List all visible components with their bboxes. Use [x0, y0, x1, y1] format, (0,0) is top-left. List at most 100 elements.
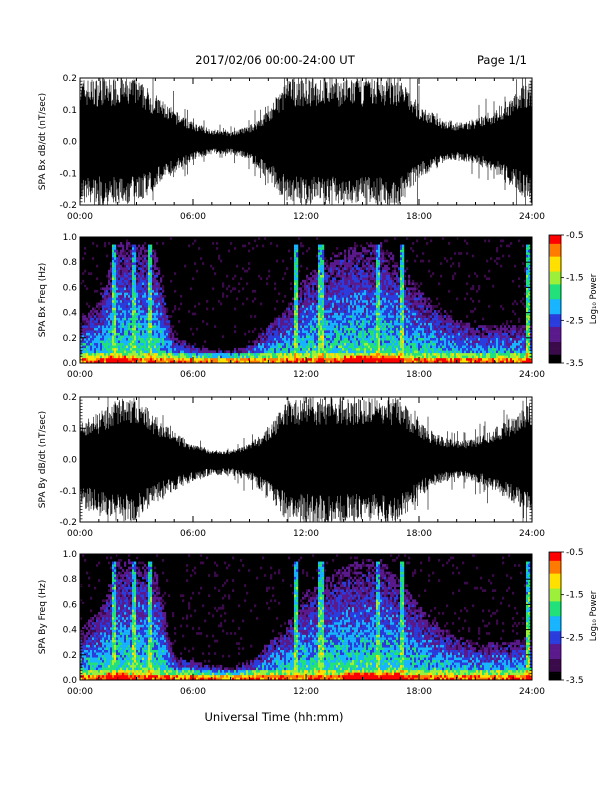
- spectrogram-cell: [82, 312, 85, 316]
- spectrogram-cell: [166, 325, 169, 328]
- spectrogram-cell: [112, 350, 115, 354]
- spectrogram-cell: [392, 254, 395, 258]
- spectrogram-cell: [356, 355, 359, 359]
- spectrogram-cell: [260, 342, 263, 346]
- spectrogram-cell: [356, 274, 359, 278]
- spectrogram-cell: [402, 294, 405, 298]
- spectrogram-cell: [354, 332, 357, 336]
- spectrogram-cell: [376, 259, 379, 263]
- spectrogram-cell: [356, 302, 359, 306]
- spectrogram-cell: [116, 264, 119, 268]
- spectrogram-cell: [320, 340, 323, 344]
- spectrogram-cell: [394, 269, 397, 273]
- spectrogram-cell: [172, 355, 175, 359]
- spectrogram-cell: [114, 347, 117, 351]
- spectrogram-cell: [118, 287, 121, 291]
- spectrogram-cell: [120, 337, 123, 341]
- spectrogram-cell: [86, 360, 89, 364]
- spectrogram-cell: [120, 315, 123, 318]
- spectrogram-cell: [404, 352, 407, 356]
- spectrogram-cell: [334, 325, 337, 328]
- spectrogram-cell: [144, 267, 147, 270]
- spectrogram-cell: [140, 300, 143, 303]
- spectrogram-cell: [214, 350, 217, 354]
- spectrogram-cell: [404, 315, 407, 318]
- spectrogram-cell: [316, 337, 319, 341]
- spectrogram-cell: [236, 297, 239, 301]
- spectrogram-cell: [346, 264, 349, 268]
- spectrogram-cell: [130, 347, 133, 351]
- spectrogram-cell: [134, 249, 137, 253]
- spectrogram-cell: [388, 267, 391, 270]
- spectrogram-cell: [128, 300, 131, 303]
- spectrogram-cell: [304, 302, 307, 306]
- spectrogram-cell: [312, 289, 315, 293]
- spectrogram-cell: [374, 305, 377, 308]
- spectrogram-cell: [154, 257, 157, 260]
- spectrogram-cell: [308, 320, 311, 323]
- spectrogram-cell: [90, 320, 93, 323]
- spectrogram-cell: [366, 249, 369, 253]
- spectrogram-cell: [310, 312, 313, 316]
- spectrogram-cell: [202, 355, 205, 359]
- spectrogram-cell: [128, 310, 131, 313]
- spectrogram-cell: [138, 315, 141, 318]
- spectrogram-cell: [124, 264, 127, 268]
- spectrogram-cell: [200, 355, 203, 359]
- spectrogram-cell: [94, 332, 97, 336]
- spectrogram-cell: [112, 360, 115, 364]
- spectrogram-cell: [356, 294, 359, 298]
- spectrogram-cell: [230, 242, 233, 245]
- spectrogram-cell: [270, 337, 273, 341]
- spectrogram-cell: [164, 325, 167, 328]
- spectrogram-cell: [200, 257, 203, 260]
- spectrogram-cell: [374, 297, 377, 301]
- spectrogram-cell: [364, 300, 367, 303]
- spectrogram-cell: [334, 315, 337, 318]
- spectrogram-cell: [394, 284, 397, 288]
- spectrogram-cell: [292, 315, 295, 318]
- spectrogram-cell: [412, 337, 415, 341]
- spectrogram-cell: [350, 355, 353, 359]
- spectrogram-cell: [182, 355, 185, 359]
- spectrogram-cell: [158, 350, 161, 354]
- spectrogram-cell: [410, 292, 413, 296]
- spectrogram-cell: [108, 350, 111, 354]
- spectrogram-cell: [146, 322, 149, 326]
- spectrogram-cell: [84, 269, 87, 273]
- spectrogram-cell: [114, 287, 117, 291]
- spectrogram-cell: [220, 352, 223, 356]
- spectrogram-cell: [308, 284, 311, 288]
- spectrogram-cell: [312, 317, 315, 321]
- spectrogram-cell: [286, 347, 289, 351]
- spectrogram-cell: [196, 347, 199, 351]
- spectrogram-cell: [312, 340, 315, 344]
- spectrogram-cell: [352, 337, 355, 341]
- spectrogram-cell: [398, 350, 401, 354]
- spectrogram-cell: [380, 287, 383, 291]
- spectrogram-cell: [182, 357, 185, 361]
- spectrogram-cell: [104, 244, 107, 248]
- spectrogram-cell: [350, 257, 353, 260]
- spectrogram-cell: [156, 302, 159, 306]
- spectrogram-cell: [354, 315, 357, 318]
- spectrogram-cell: [142, 284, 145, 288]
- spectrogram-cell: [288, 325, 291, 328]
- spectrogram-cell: [316, 294, 319, 298]
- spectrogram-cell: [390, 279, 393, 283]
- spectrogram-cell: [412, 357, 415, 361]
- spectrogram-cell: [302, 315, 305, 318]
- spectrogram-cell: [140, 252, 143, 255]
- spectrogram-cell: [292, 357, 295, 361]
- spectrogram-cell: [402, 337, 405, 341]
- spectrogram-cell: [394, 302, 397, 306]
- spectrogram-cell: [140, 352, 143, 356]
- spectrogram-cell: [132, 325, 135, 328]
- spectrogram-cell: [276, 259, 279, 263]
- spectrogram-cell: [126, 352, 129, 356]
- spectrogram-cell: [128, 360, 131, 364]
- spectrogram-cell: [324, 272, 327, 275]
- spectrogram-cell: [370, 242, 373, 245]
- spectrogram-cell: [106, 342, 109, 346]
- spectrogram-cell: [398, 360, 401, 364]
